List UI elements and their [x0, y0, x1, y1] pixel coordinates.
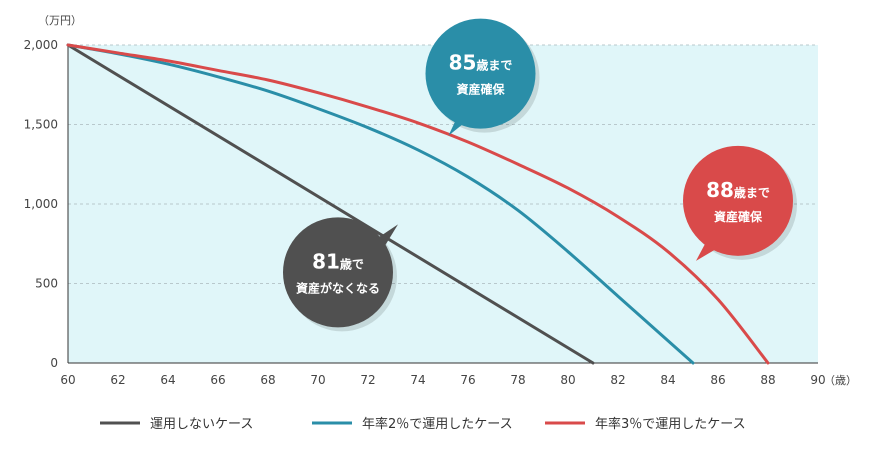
- x-tick-label: 82: [610, 373, 625, 387]
- legend: 運用しないケース 年率2％で運用したケース 年率3％で運用したケース: [100, 416, 746, 432]
- legend-label: 年率3％で運用したケース: [595, 416, 746, 432]
- axes: 2,000 1,500 1,000 500 060 62 64 66 68 70 72 74 76 78 8…: [24, 14, 857, 387]
- x-tick-label: 62: [110, 373, 125, 387]
- series-line-3: [66, 43, 770, 365]
- bubble-line-1: 81歳で: [312, 249, 364, 273]
- series-line-2: [66, 43, 695, 365]
- x-tick-label: 64: [160, 373, 175, 387]
- y-unit-label: （万円）: [38, 14, 82, 27]
- y-tick-label: 500: [35, 277, 58, 291]
- legend-label: 年率2％で運用したケース: [362, 416, 513, 432]
- legend-item: 年率2％で運用したケース: [312, 416, 513, 432]
- x-tick-label: 70: [310, 373, 325, 387]
- legend-item: 運用しないケース: [100, 417, 253, 432]
- bubble-circle: [283, 217, 393, 328]
- x-tick-label: 74: [410, 373, 425, 387]
- x-tick-label: 78: [510, 373, 525, 387]
- y-tick-label: 1,500: [24, 118, 58, 132]
- y-tick-label: 1,000: [24, 197, 58, 211]
- x-tick-label: 68: [260, 373, 275, 387]
- x-tick-label: 72: [360, 373, 375, 387]
- x-tick-label: 90: [810, 373, 825, 387]
- x-tick-label: 60: [60, 373, 75, 387]
- legend-item: 年率3％で運用したケース: [545, 416, 746, 432]
- bubble-line-2: 資産確保: [456, 82, 505, 97]
- y-tick-label: 0: [50, 356, 58, 370]
- bubble-circle: [683, 145, 793, 256]
- x-tick-label: 66: [210, 373, 225, 387]
- bubble-line-1: 85歳まで: [449, 51, 513, 75]
- legend-label: 運用しないケース: [150, 417, 253, 432]
- bubble-line-2: 資産がなくなる: [296, 280, 380, 295]
- series-layer: [66, 43, 770, 365]
- x-tick-label: 86: [710, 373, 725, 387]
- series-line-1: [66, 43, 595, 365]
- x-tick-label: 80: [560, 373, 575, 387]
- x-unit-label: （歳）: [824, 374, 857, 387]
- bubble-circle: [425, 18, 536, 129]
- bubble-line-1: 88歳まで: [706, 178, 770, 202]
- x-tick-label: 84: [660, 373, 675, 387]
- bubble-line-2: 資産確保: [714, 209, 763, 224]
- x-tick-label: 88: [760, 373, 775, 387]
- y-tick-label: 2,000: [24, 38, 58, 52]
- x-tick-label: 76: [460, 373, 475, 387]
